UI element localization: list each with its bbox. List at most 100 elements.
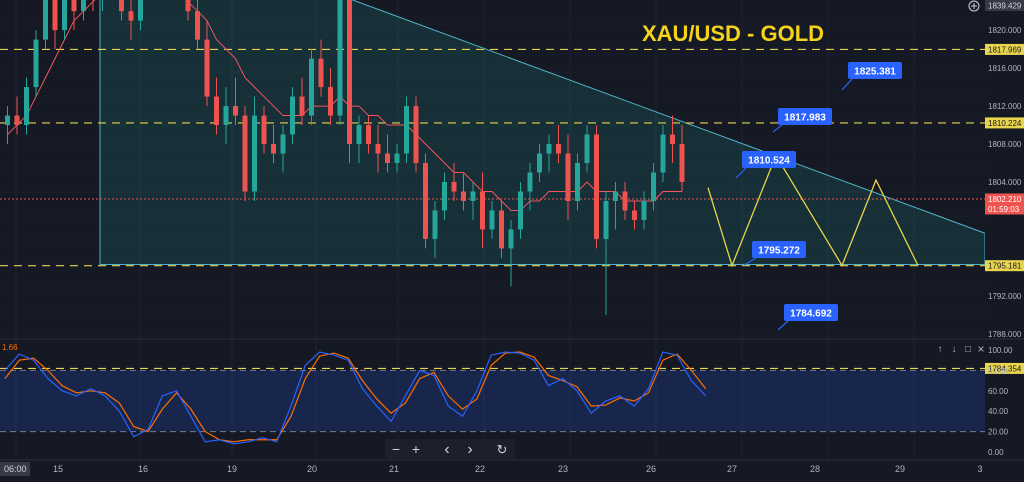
candle-body: [347, 0, 352, 145]
candle-body: [71, 0, 77, 12]
callout-pointer: [841, 78, 853, 91]
callout-box: [778, 108, 832, 125]
time-start-box: [0, 462, 30, 476]
candle-body: [14, 115, 20, 126]
time-tick-label: 16: [138, 464, 148, 474]
level-axis-label: 1784.354: [988, 364, 1022, 373]
candle-body: [195, 11, 200, 40]
zoom-in-button[interactable]: +: [412, 441, 420, 457]
price-axis-bg: [985, 0, 1024, 460]
candle-body: [470, 191, 476, 201]
candle-body: [423, 163, 428, 239]
candle-body: [62, 0, 67, 31]
level-axis-label: 1810.224: [988, 119, 1022, 128]
zoom-toolbar: − + ‹ › ↻: [385, 439, 515, 459]
scroll-left-button[interactable]: ‹: [444, 441, 449, 458]
candle-body: [660, 134, 666, 173]
scroll-right-button[interactable]: ›: [467, 441, 472, 458]
add-price-button[interactable]: [968, 0, 980, 12]
oscillator-tick-label: 40.00: [988, 407, 1009, 416]
candle-body: [594, 134, 599, 239]
candle-body: [641, 200, 647, 220]
current-price-label: 1802.210: [988, 195, 1022, 204]
candle-body: [489, 210, 495, 230]
candle-body: [404, 106, 409, 154]
price-tick-label: 1816.000: [988, 64, 1022, 73]
candle-body: [24, 87, 29, 126]
grid: [15, 0, 915, 460]
chart-title: XAU/USD - GOLD: [642, 21, 824, 46]
time-tick-label: 29: [895, 464, 905, 474]
candle-body: [499, 210, 504, 249]
callout-pointer: [772, 124, 783, 133]
zoom-out-button[interactable]: −: [392, 441, 400, 457]
candle-body: [81, 0, 86, 12]
pane-buttons: ↑ ↓ □ ×: [932, 341, 986, 356]
time-tick-label: 15: [53, 464, 63, 474]
candle-body: [546, 144, 552, 154]
callouts: 1825.381 1817.983 1810.524 1795.272 1784.692: [735, 62, 902, 331]
pane-move-up-button[interactable]: ↑: [938, 344, 943, 355]
candle-body: [366, 125, 371, 145]
oscillator-band: [0, 370, 985, 432]
time-tick-label: 26: [646, 464, 656, 474]
candle-body: [432, 210, 438, 239]
top-value-box: [985, 0, 1024, 11]
price-tick-label: 1820.000: [988, 26, 1022, 35]
time-tick-label: 21: [389, 464, 399, 474]
oscillator-tick-label: 0.00: [988, 448, 1004, 457]
candle-body: [356, 125, 362, 145]
pane-maximize-button[interactable]: □: [965, 344, 971, 355]
top-value-label: 1839.429: [988, 2, 1022, 11]
candle-body: [537, 153, 542, 173]
callout-label: 1810.524: [748, 156, 790, 167]
candle-body: [299, 96, 305, 116]
oscillator-pane: 100.00 80.00 60.00 40.00 20.00 0.00 1.66: [0, 338, 1024, 457]
candle-body: [280, 134, 286, 154]
time-tick-label: 3: [977, 464, 982, 474]
level-axis-box: [985, 43, 1024, 55]
candle-body: [518, 191, 523, 230]
pane-close-button[interactable]: ×: [977, 342, 984, 356]
price-tick-label: 1788.000: [988, 330, 1022, 339]
candle-body: [670, 134, 675, 145]
level-axis-box: [985, 117, 1024, 129]
candle-body: [442, 181, 447, 211]
candle-body: [375, 144, 381, 154]
candles: [5, 0, 685, 315]
candle-body: [5, 115, 10, 126]
oscillator-tick-label: 60.00: [988, 387, 1009, 396]
level-axis-label: 1817.969: [988, 45, 1022, 54]
level-lines: [0, 48, 985, 370]
candle-body: [461, 191, 466, 201]
stochastic-k-line: [4, 351, 707, 445]
candle-body: [480, 191, 485, 230]
candle-body: [119, 0, 124, 12]
reset-chart-button[interactable]: ↻: [497, 442, 508, 457]
candle-body: [138, 0, 143, 21]
callout-label: 1817.983: [784, 113, 826, 124]
oscillator-tick-label: 80.00: [988, 366, 1009, 375]
level-axis-box: [985, 362, 1024, 374]
candle-body: [613, 191, 618, 201]
plus-circle-icon: [968, 0, 980, 12]
projection-zigzag: [707, 153, 919, 268]
candle-body: [128, 11, 134, 21]
candle-body: [622, 191, 628, 211]
callout-label: 1825.381: [854, 67, 896, 78]
candle-body: [413, 106, 419, 164]
callout-box: [742, 151, 796, 168]
candle-body: [679, 144, 685, 182]
candle-body: [52, 0, 58, 31]
time-axis: 06:00 15 16 19 20 21 22 23 26 27 28 29 3: [0, 459, 1024, 476]
time-tick-label: 22: [475, 464, 485, 474]
stochastic-d-line: [4, 351, 707, 443]
pane-move-down-button[interactable]: ↓: [952, 344, 957, 355]
time-tick-label: 20: [307, 464, 317, 474]
callout-box: [848, 62, 902, 79]
candle-body: [33, 39, 39, 88]
price-tick-label: 1804.000: [988, 178, 1022, 187]
oscillator-tick-label: 100.00: [988, 346, 1013, 355]
